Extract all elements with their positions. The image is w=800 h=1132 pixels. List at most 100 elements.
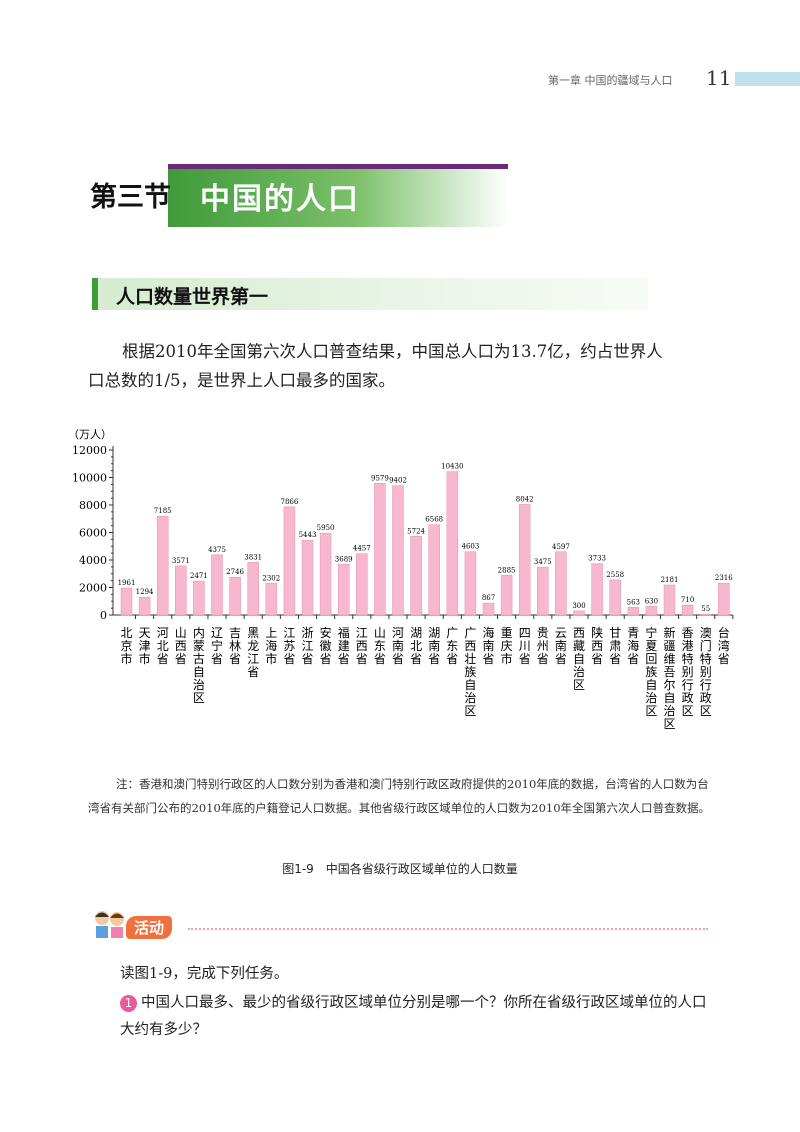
x-tick-label: 台湾省 [718, 625, 730, 666]
x-tick-label: 福建省 [338, 625, 350, 666]
population-bar-chart: （万人） 0 2000 4000 6000 8000 10000 12000 19611294… [68, 428, 734, 731]
page-number: 11 [706, 66, 732, 90]
bar [627, 607, 640, 616]
bar [301, 539, 314, 616]
x-tick-label: 湖南省 [428, 625, 440, 666]
x-tick-label: 甘肃省 [609, 626, 621, 666]
data-label: 6568 [425, 516, 443, 524]
y-tick-label: 8000 [79, 499, 107, 512]
x-tick-label: 陕西省 [591, 625, 603, 666]
x-tick-label: 湖北省 [410, 625, 422, 666]
x-tick-label: 青海省 [627, 626, 639, 666]
data-label: 5443 [299, 531, 317, 539]
figure-caption: 图1-9 中国各省级行政区域单位的人口数量 [282, 862, 518, 876]
x-tick-label: 西藏自治区 [573, 626, 585, 692]
bar [555, 551, 567, 616]
bar [681, 604, 694, 616]
data-label: 3733 [588, 555, 606, 563]
x-tick-label: 山东省 [374, 626, 386, 666]
bar [193, 580, 205, 616]
intro-paragraph: 根据2010年全国第六次人口普查结果，中国总人口为13.7亿，约占世界人口总数的… [88, 342, 663, 390]
bar [573, 610, 585, 616]
section-title: 中国的人口 [200, 182, 360, 217]
bar [175, 565, 187, 616]
data-label: 3475 [534, 558, 552, 566]
bar [392, 485, 404, 616]
task-text: 中国人口最多、最少的省级行政区域单位分别是哪一个？你所在省级行政区域单位的人口大… [120, 995, 707, 1038]
data-label: 3571 [172, 557, 190, 565]
x-tick-label: 安徽省 [320, 625, 332, 666]
x-tick-label: 广东省 [446, 626, 458, 666]
subsection-banner [92, 278, 648, 310]
x-tick-label: 江苏省 [283, 626, 295, 666]
x-tick-label: 浙江省 [301, 626, 313, 666]
data-label: 867 [482, 594, 495, 602]
y-tick-label: 2000 [79, 582, 107, 595]
x-tick-label: 内蒙古自治区 [193, 626, 205, 705]
data-label: 1294 [136, 588, 154, 596]
x-tick-label: 北京市 [120, 626, 132, 666]
bar [663, 584, 676, 616]
bar [482, 602, 495, 616]
bar [428, 524, 440, 616]
activity-task-1: 1 中国人口最多、最少的省级行政区域单位分别是哪一个？你所在省级行政区域单位的人口… [120, 990, 720, 1044]
data-label: 4457 [353, 545, 371, 553]
x-tick-label: 山西省 [175, 626, 187, 666]
y-axis-label: （万人） [68, 428, 112, 441]
y-tick-label: 0 [100, 609, 107, 622]
data-label: 563 [627, 598, 640, 606]
bar [356, 553, 368, 616]
data-label: 4375 [208, 546, 226, 554]
bar [229, 576, 241, 616]
data-label: 55 [701, 605, 710, 613]
x-tick-label: 云南省 [555, 626, 567, 666]
section-banner [168, 164, 508, 227]
bar [609, 579, 621, 616]
x-tick-label: 广西壮族自治区 [464, 626, 476, 718]
bar [374, 483, 386, 616]
x-tick-label: 宁夏回族自治区 [645, 625, 657, 718]
x-tick-label: 河北省 [157, 626, 169, 666]
x-tick-label: 天津市 [139, 626, 151, 666]
x-tick-label: 江西省 [356, 626, 368, 666]
data-label: 2558 [606, 571, 624, 579]
data-label: 10430 [441, 463, 463, 471]
data-label: 1961 [118, 579, 136, 587]
bar [500, 575, 513, 616]
bar [518, 504, 531, 616]
x-tick-label: 重庆市 [501, 626, 513, 666]
x-tick-label: 四川省 [519, 626, 531, 666]
kids-icon [95, 911, 124, 938]
bar [156, 515, 169, 616]
bar [645, 606, 658, 616]
x-tick-label: 海南省 [482, 625, 494, 666]
data-label: 2885 [498, 566, 516, 574]
chart-note: 注：香港和澳门特别行政区的人口数分别为香港和澳门特别行政区政府提供的2010年底… [88, 777, 711, 815]
data-label: 2746 [226, 568, 244, 576]
x-tick-label: 澳门特别行政区 [700, 626, 712, 718]
bar [138, 596, 151, 616]
data-label: 8042 [516, 495, 534, 503]
data-label: 7185 [154, 507, 172, 515]
x-tick-label: 黑龙江省 [247, 626, 259, 679]
bar [337, 564, 350, 616]
y-tick-label: 10000 [72, 472, 107, 485]
header-bar [735, 72, 800, 86]
bar [464, 551, 477, 616]
x-tick-label: 上海市 [265, 626, 277, 666]
bar [283, 506, 296, 616]
task-number-badge: 1 [120, 995, 137, 1012]
x-tick-label: 香港特别行政区 [682, 626, 694, 718]
activity-intro: 读图1-9，完成下列任务。 [120, 966, 289, 982]
section-number: 第三节 [90, 182, 171, 213]
y-tick-label: 6000 [79, 527, 107, 540]
data-label: 2316 [715, 574, 733, 582]
bar [446, 471, 459, 616]
x-tick-label: 辽宁省 [211, 626, 223, 666]
data-label: 4597 [552, 543, 570, 551]
data-label: 5950 [317, 524, 335, 532]
bar [211, 554, 223, 616]
activity-label: 活动 [126, 916, 173, 939]
x-tick-label: 新疆维吾尔自治区 [663, 625, 675, 731]
